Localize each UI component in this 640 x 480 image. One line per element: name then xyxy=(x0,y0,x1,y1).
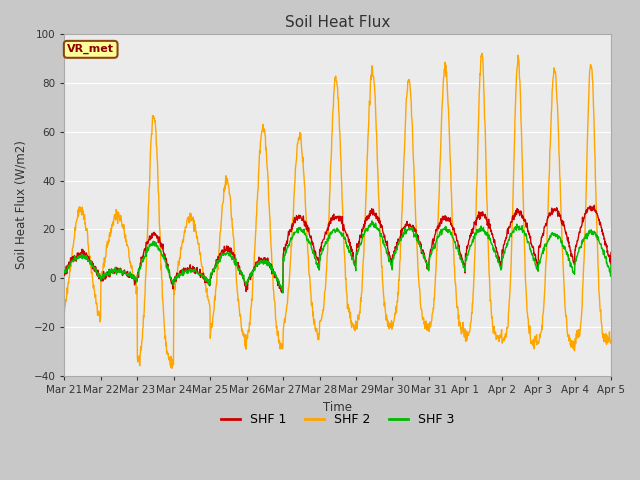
SHF 1 xyxy=(423,260,431,266)
SHF 2 xyxy=(543,243,550,249)
Y-axis label: Soil Heat Flux (W/m2): Soil Heat Flux (W/m2) xyxy=(15,141,28,269)
SHF 3 xyxy=(607,261,615,267)
SHF 1 xyxy=(591,203,598,208)
SHF 1 xyxy=(279,290,287,296)
SHF 3 xyxy=(279,289,287,295)
X-axis label: Time: Time xyxy=(323,400,352,413)
SHF 3 xyxy=(61,268,68,274)
SHF 1 xyxy=(182,268,190,274)
Line: SHF 3: SHF 3 xyxy=(65,221,611,292)
SHF 3 xyxy=(243,278,251,284)
SHF 2 xyxy=(478,50,486,56)
Line: SHF 2: SHF 2 xyxy=(65,53,611,368)
SHF 3 xyxy=(169,280,177,286)
Legend: SHF 1, SHF 2, SHF 3: SHF 1, SHF 2, SHF 3 xyxy=(216,408,459,431)
SHF 1 xyxy=(61,272,68,278)
SHF 3 xyxy=(182,267,190,273)
SHF 3 xyxy=(368,218,376,224)
SHF 1 xyxy=(169,283,177,289)
SHF 3 xyxy=(543,240,550,246)
SHF 1 xyxy=(543,223,550,228)
SHF 1 xyxy=(607,250,615,255)
SHF 2 xyxy=(495,333,502,339)
SHF 3 xyxy=(423,264,431,270)
Text: VR_met: VR_met xyxy=(67,44,114,54)
SHF 2 xyxy=(182,224,190,230)
SHF 2 xyxy=(423,324,431,330)
SHF 1 xyxy=(494,258,502,264)
Line: SHF 1: SHF 1 xyxy=(65,205,611,293)
SHF 2 xyxy=(168,365,176,371)
SHF 1 xyxy=(243,283,251,288)
SHF 2 xyxy=(169,356,177,362)
SHF 2 xyxy=(607,339,615,345)
SHF 2 xyxy=(244,336,252,341)
SHF 3 xyxy=(495,259,502,265)
Title: Soil Heat Flux: Soil Heat Flux xyxy=(285,15,390,30)
SHF 2 xyxy=(61,310,68,315)
